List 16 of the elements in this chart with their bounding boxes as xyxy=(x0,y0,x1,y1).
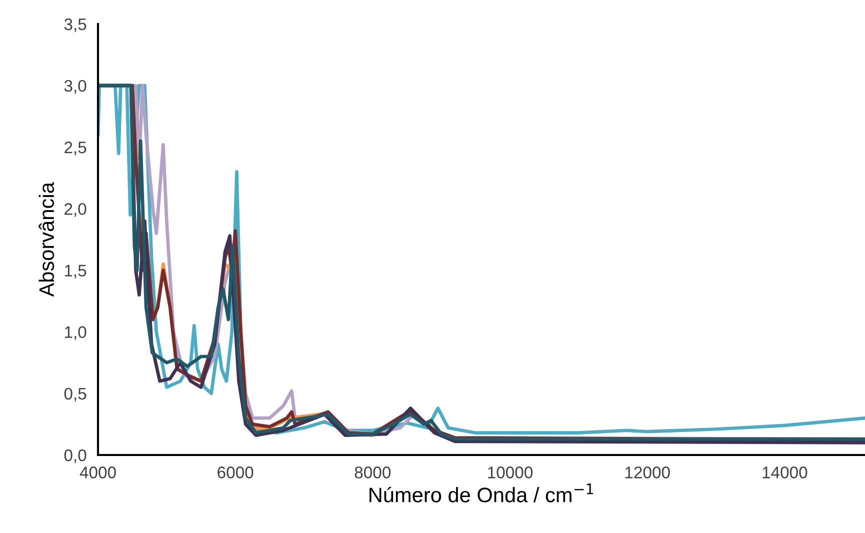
y-tick-label: 1,0 xyxy=(64,326,86,340)
x-tick-label: 10000 xyxy=(488,466,533,478)
y-tick-label: 3,5 xyxy=(64,18,86,32)
y-tick-label: 0,5 xyxy=(64,388,86,402)
x-tick-label: 14000 xyxy=(762,466,808,478)
y-tick-label: 2,0 xyxy=(64,203,86,217)
y-tick-label: 1,5 xyxy=(64,264,86,278)
y-tick-label: 0,0 xyxy=(64,449,86,464)
y-tick-label: 2,5 xyxy=(64,142,86,156)
x-tick-label: 8000 xyxy=(354,466,391,478)
x-tick-label: 4000 xyxy=(80,466,116,478)
x-tick-label: 12000 xyxy=(625,466,670,478)
x-tick-label: 6000 xyxy=(218,466,254,478)
x-axis-title: Número de Onda / cm$^{−1}$ xyxy=(370,484,594,502)
y-axis-title: Absorvância xyxy=(38,182,54,297)
y-tick-label: 3,0 xyxy=(64,80,86,94)
